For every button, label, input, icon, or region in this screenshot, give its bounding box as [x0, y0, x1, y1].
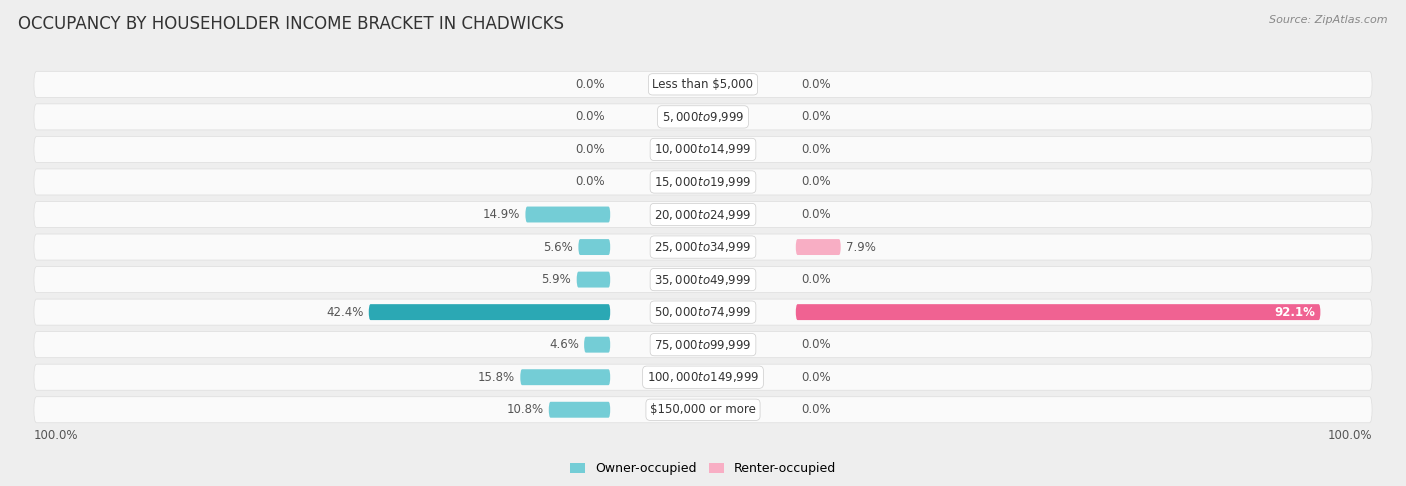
Text: 0.0%: 0.0%	[801, 110, 831, 123]
Text: 10.8%: 10.8%	[506, 403, 544, 416]
FancyBboxPatch shape	[34, 266, 1372, 293]
Text: 0.0%: 0.0%	[801, 371, 831, 384]
Text: 0.0%: 0.0%	[801, 143, 831, 156]
Text: 4.6%: 4.6%	[548, 338, 579, 351]
Text: 0.0%: 0.0%	[801, 273, 831, 286]
Legend: Owner-occupied, Renter-occupied: Owner-occupied, Renter-occupied	[565, 457, 841, 481]
FancyBboxPatch shape	[34, 234, 1372, 260]
FancyBboxPatch shape	[34, 202, 1372, 227]
Text: $35,000 to $49,999: $35,000 to $49,999	[654, 273, 752, 287]
Text: $75,000 to $99,999: $75,000 to $99,999	[654, 338, 752, 352]
Text: 7.9%: 7.9%	[846, 241, 876, 254]
Text: 0.0%: 0.0%	[575, 110, 605, 123]
Text: $10,000 to $14,999: $10,000 to $14,999	[654, 142, 752, 156]
FancyBboxPatch shape	[548, 402, 610, 417]
FancyBboxPatch shape	[796, 304, 1320, 320]
FancyBboxPatch shape	[34, 71, 1372, 97]
Text: $150,000 or more: $150,000 or more	[650, 403, 756, 416]
Text: 0.0%: 0.0%	[801, 208, 831, 221]
Text: 0.0%: 0.0%	[801, 338, 831, 351]
Text: OCCUPANCY BY HOUSEHOLDER INCOME BRACKET IN CHADWICKS: OCCUPANCY BY HOUSEHOLDER INCOME BRACKET …	[18, 15, 564, 33]
FancyBboxPatch shape	[796, 239, 841, 255]
FancyBboxPatch shape	[34, 104, 1372, 130]
Text: 0.0%: 0.0%	[801, 78, 831, 91]
Text: $20,000 to $24,999: $20,000 to $24,999	[654, 208, 752, 222]
Text: Less than $5,000: Less than $5,000	[652, 78, 754, 91]
FancyBboxPatch shape	[34, 137, 1372, 162]
Text: $100,000 to $149,999: $100,000 to $149,999	[647, 370, 759, 384]
Text: $25,000 to $34,999: $25,000 to $34,999	[654, 240, 752, 254]
Text: 15.8%: 15.8%	[478, 371, 515, 384]
Text: 100.0%: 100.0%	[1327, 429, 1372, 442]
FancyBboxPatch shape	[34, 169, 1372, 195]
Text: $15,000 to $19,999: $15,000 to $19,999	[654, 175, 752, 189]
Text: 5.9%: 5.9%	[541, 273, 571, 286]
FancyBboxPatch shape	[578, 239, 610, 255]
FancyBboxPatch shape	[583, 337, 610, 353]
Text: $50,000 to $74,999: $50,000 to $74,999	[654, 305, 752, 319]
FancyBboxPatch shape	[34, 397, 1372, 423]
Text: 5.6%: 5.6%	[543, 241, 574, 254]
FancyBboxPatch shape	[34, 299, 1372, 325]
Text: 0.0%: 0.0%	[801, 403, 831, 416]
Text: Source: ZipAtlas.com: Source: ZipAtlas.com	[1270, 15, 1388, 25]
Text: 0.0%: 0.0%	[575, 143, 605, 156]
FancyBboxPatch shape	[34, 331, 1372, 358]
Text: 14.9%: 14.9%	[482, 208, 520, 221]
Text: 92.1%: 92.1%	[1274, 306, 1315, 319]
FancyBboxPatch shape	[520, 369, 610, 385]
FancyBboxPatch shape	[526, 207, 610, 223]
Text: 0.0%: 0.0%	[575, 78, 605, 91]
Text: 42.4%: 42.4%	[326, 306, 363, 319]
FancyBboxPatch shape	[576, 272, 610, 288]
Text: $5,000 to $9,999: $5,000 to $9,999	[662, 110, 744, 124]
Text: 0.0%: 0.0%	[575, 175, 605, 189]
FancyBboxPatch shape	[368, 304, 610, 320]
Text: 0.0%: 0.0%	[801, 175, 831, 189]
Text: 100.0%: 100.0%	[34, 429, 79, 442]
FancyBboxPatch shape	[34, 364, 1372, 390]
